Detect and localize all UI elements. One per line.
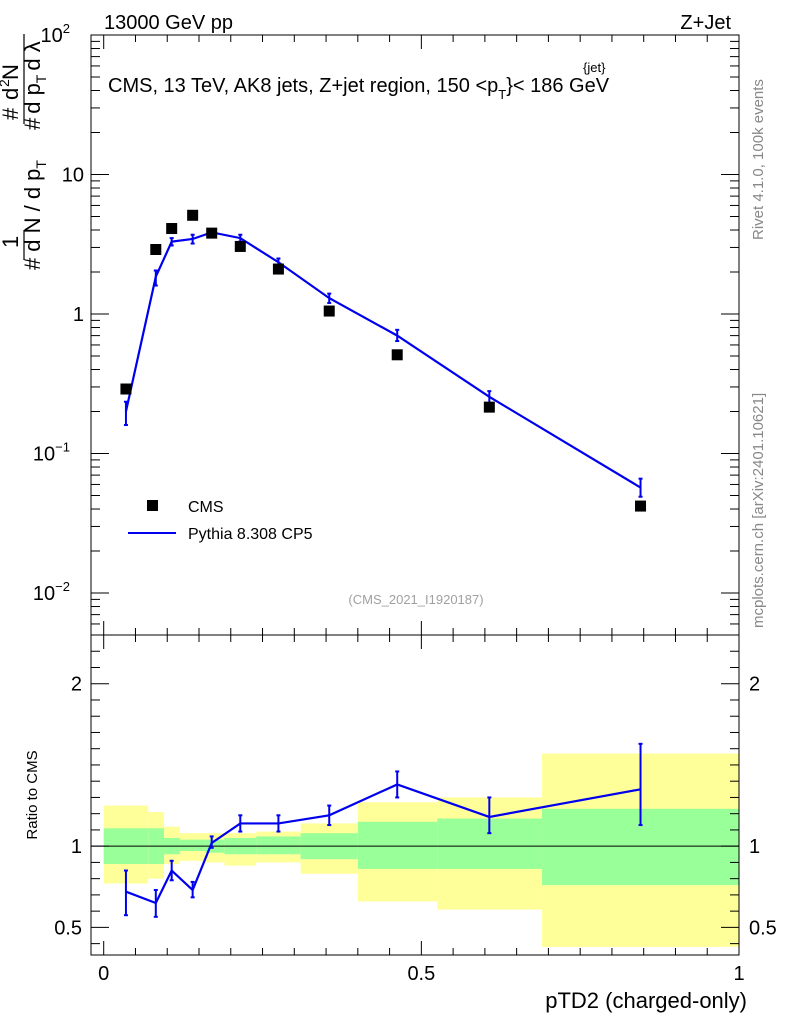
x-tick-label: 0 — [98, 963, 109, 985]
chart-title-sup: {jet} — [583, 60, 606, 75]
cms-data-point — [187, 209, 199, 221]
y-axis-label-main: #d N / d pT#d pTd λ 1 # d 2 N — [0, 34, 49, 270]
ratio-band-inner — [357, 821, 438, 869]
ratio-frame — [90, 634, 740, 956]
x-tick-label: 1 — [733, 963, 744, 985]
ratio-y-tick-label: 0.5 — [54, 917, 82, 939]
ratio-y-tick-label: 1 — [71, 836, 82, 858]
main-frame — [90, 34, 740, 636]
ratio-band-inner — [179, 839, 206, 852]
x-tick-label: 0.5 — [407, 963, 435, 985]
analysis-id: (CMS_2021_I1920187) — [348, 592, 483, 607]
y-tick-label: 10−2 — [33, 579, 70, 605]
cms-data-point — [206, 227, 218, 239]
ratio-y-tick-label: 2 — [71, 674, 82, 696]
cms-data-point — [323, 305, 335, 317]
mc-series-line — [124, 231, 642, 489]
cms-data-point — [234, 240, 246, 252]
x-axis-label: pTD2 (charged-only) — [545, 988, 747, 1013]
data-marks — [120, 209, 647, 918]
chart-title-suffix: }< 186 GeV — [506, 75, 610, 97]
y-tick-label: 102 — [41, 21, 70, 47]
ratio-band-inner — [256, 836, 301, 855]
cms-data-point — [635, 500, 647, 512]
cms-data-point — [166, 223, 178, 235]
chart-title-sub: T — [498, 87, 506, 102]
svg-text:d: d — [0, 88, 23, 100]
cms-data-point — [391, 349, 403, 361]
svg-text:N: N — [0, 64, 23, 80]
svg-text:1: 1 — [0, 236, 23, 248]
legend-cms-marker — [147, 500, 158, 511]
header-right: Z+Jet — [680, 12, 731, 34]
y-axis-label-ratio: Ratio to CMS — [24, 750, 41, 839]
side-note-mcplots: mcplots.cern.ch [arXiv:2401.10621] — [750, 393, 767, 628]
y-tick-label: 10 — [62, 165, 84, 187]
legend-mc-label: Pythia 8.308 CP5 — [188, 526, 313, 543]
side-note-rivet: Rivet 4.1.0, 100k events — [750, 79, 767, 240]
ratio-uncertainty-bands — [91, 753, 739, 947]
cms-data-point — [120, 383, 132, 395]
cms-data-point — [150, 243, 162, 255]
cms-data-point — [272, 263, 284, 275]
legend-cms-label: CMS — [188, 499, 224, 516]
svg-text:2: 2 — [0, 79, 12, 87]
cms-data-point — [483, 401, 495, 413]
y-tick-label: 1 — [73, 304, 84, 326]
header-left: 13000 GeV pp — [104, 12, 233, 34]
ratio-y-tick-label-right: 1 — [749, 836, 760, 858]
axes-ticks: 0 0.5 1 10−2 10−1 1 10 102 0.5 0.5 1 1 2 2 — [33, 21, 777, 985]
chart-title-main: CMS, 13 TeV, AK8 jets, Z+jet region, 150… — [108, 75, 498, 97]
ratio-y-tick-label-right: 0.5 — [749, 917, 777, 939]
ratio-y-tick-label-right: 2 — [749, 674, 760, 696]
svg-text:#: # — [0, 107, 23, 120]
chart-title: CMS, 13 TeV, AK8 jets, Z+jet region, 150… — [108, 75, 610, 102]
y-tick-label: 10−1 — [33, 440, 70, 466]
